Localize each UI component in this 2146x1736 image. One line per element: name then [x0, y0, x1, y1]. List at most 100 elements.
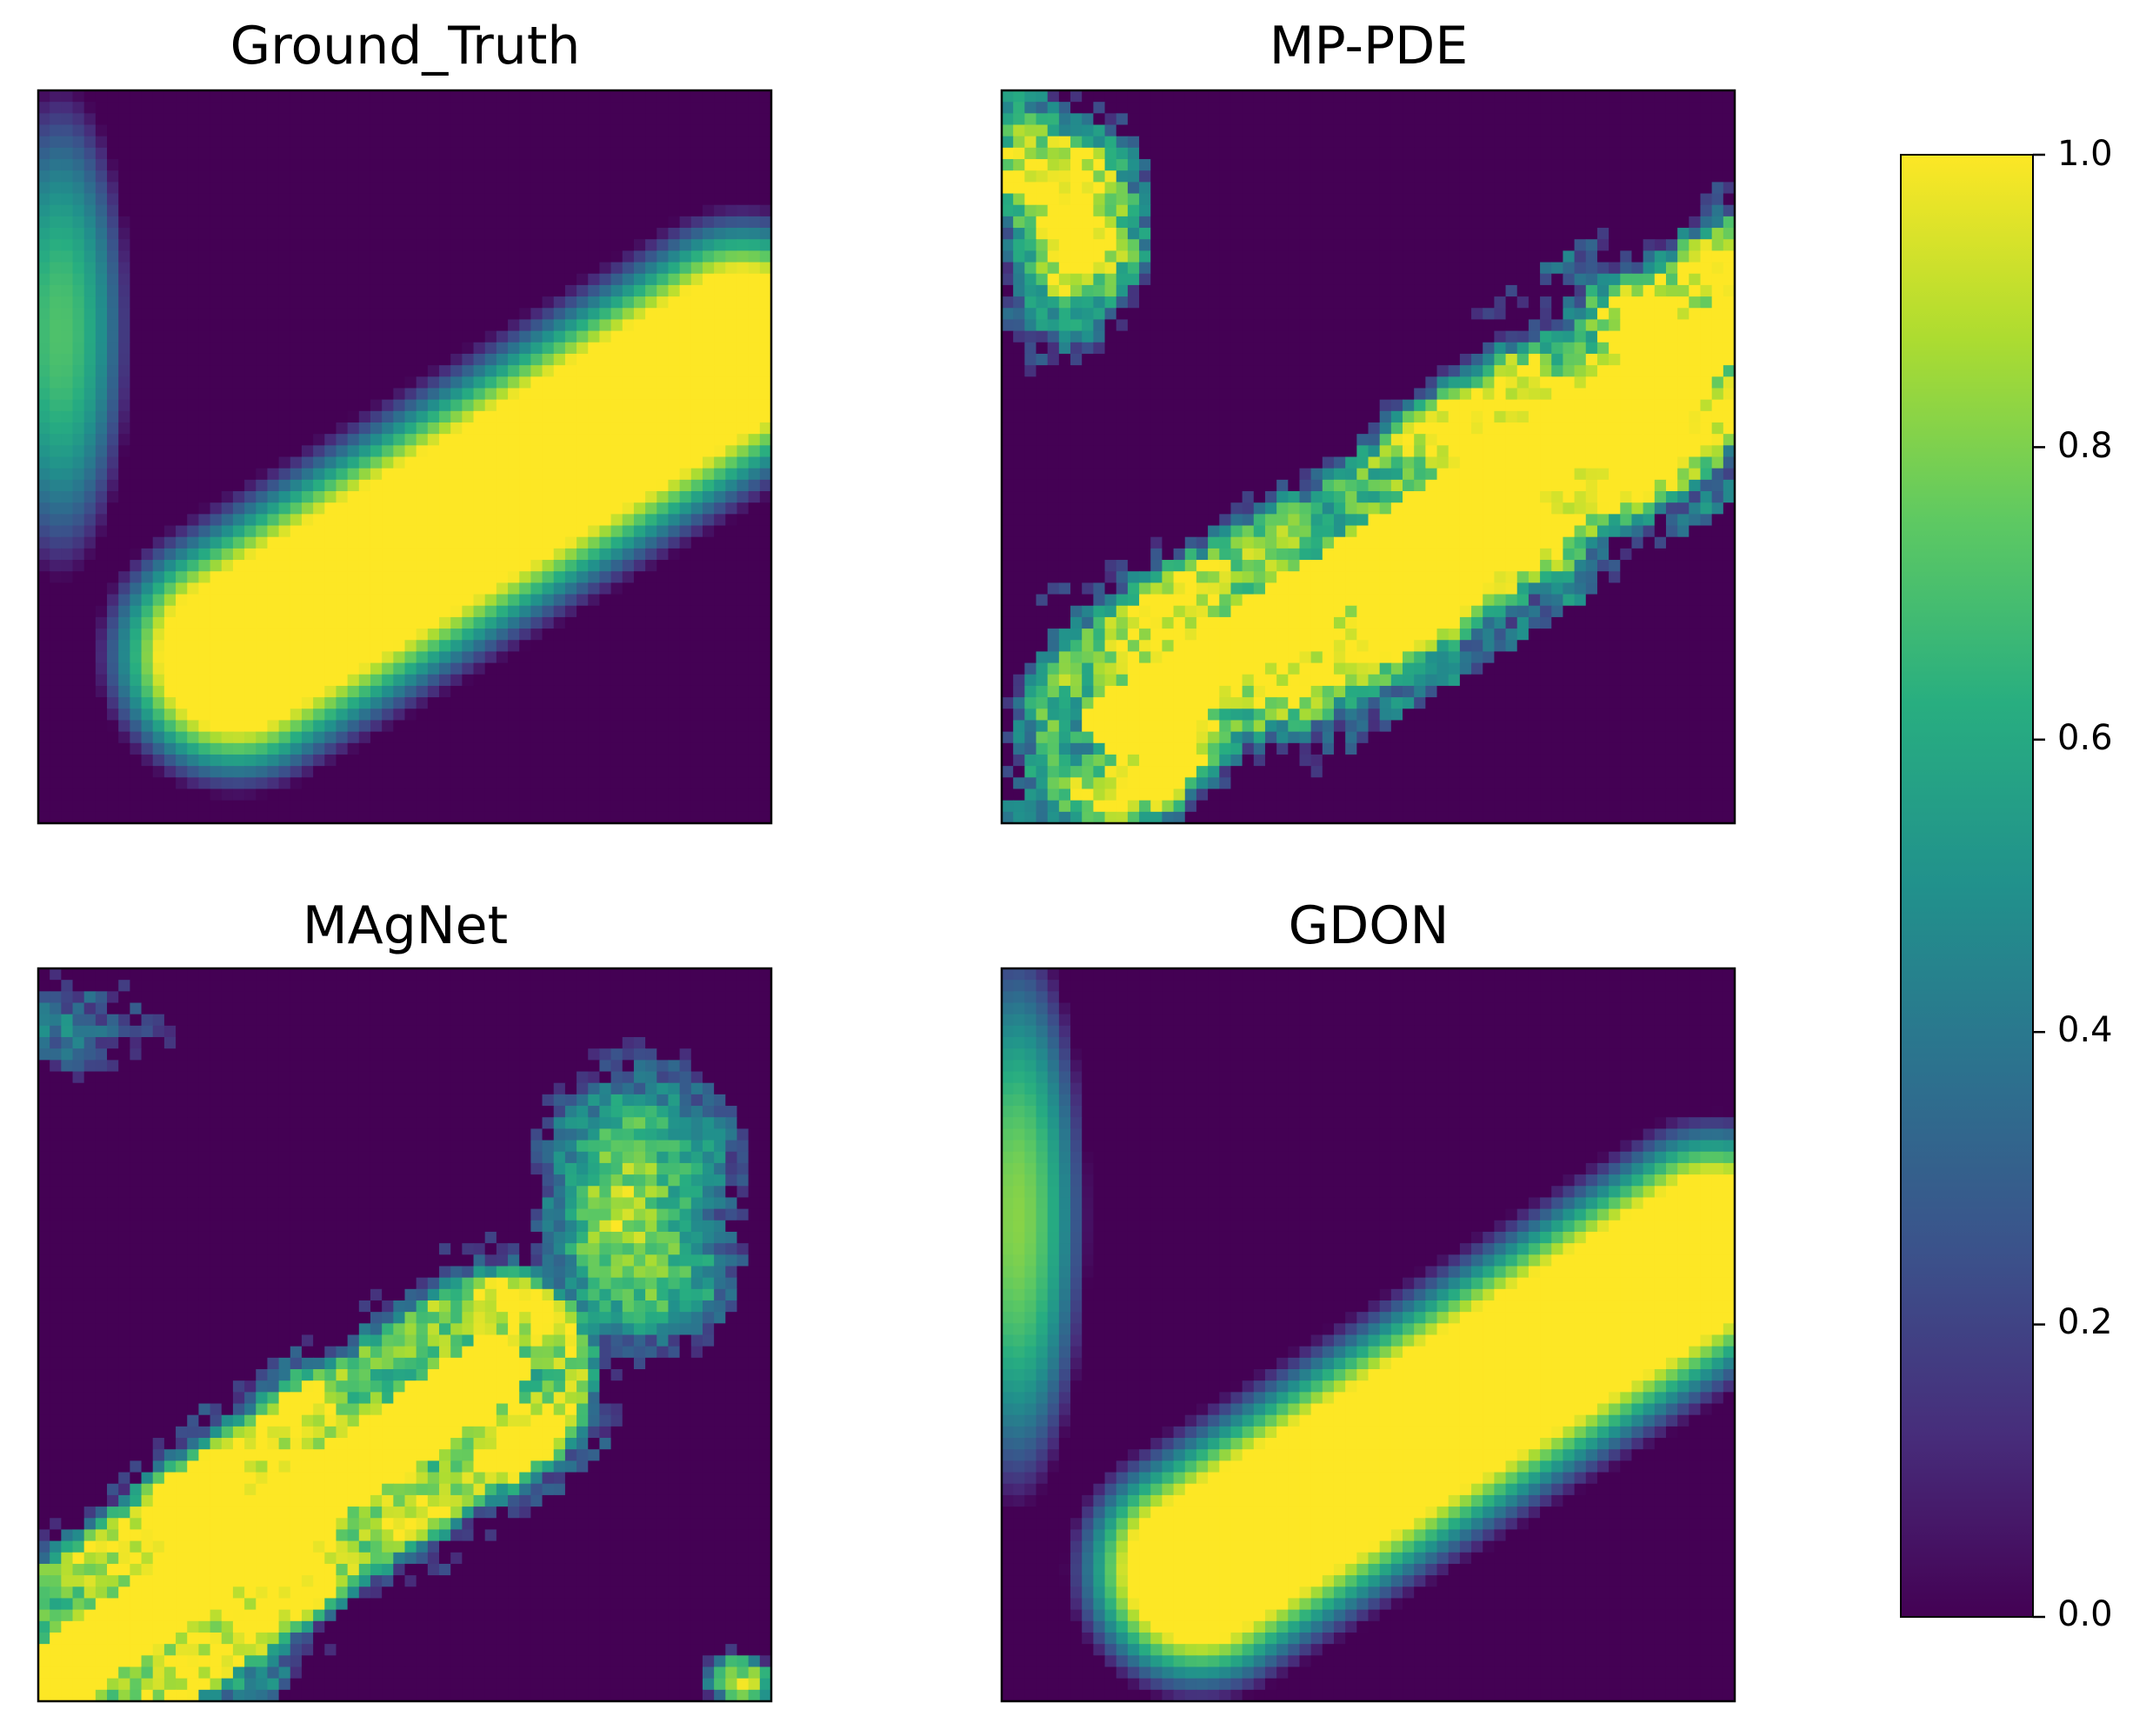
heatmap-cell — [588, 685, 601, 698]
heatmap-cell — [118, 731, 130, 744]
heatmap-cell — [370, 674, 383, 687]
heatmap-cell — [439, 560, 451, 572]
heatmap-cell — [530, 90, 543, 103]
heatmap-cell — [645, 640, 657, 653]
heatmap-cell — [542, 182, 555, 195]
heatmap-cell — [358, 170, 371, 183]
heatmap-cell — [610, 605, 623, 618]
heatmap-cell — [38, 113, 50, 126]
heatmap-cell — [1620, 239, 1633, 251]
heatmap-cell — [1643, 182, 1656, 195]
heatmap-cell — [107, 330, 119, 343]
heatmap-cell — [725, 456, 738, 469]
heatmap-cell — [267, 124, 280, 137]
heatmap-cell — [668, 685, 681, 698]
heatmap-cell — [176, 491, 188, 503]
heatmap-cell — [130, 594, 143, 607]
heatmap-cell — [1403, 182, 1415, 195]
heatmap-cell — [210, 605, 223, 618]
heatmap-cell — [38, 788, 50, 801]
heatmap-cell — [95, 113, 108, 126]
heatmap-cell — [210, 525, 223, 538]
heatmap-cell — [278, 811, 291, 824]
heatmap-cell — [336, 536, 349, 549]
heatmap-cell — [622, 147, 635, 160]
heatmap-cell — [564, 284, 577, 297]
heatmap-cell — [232, 330, 245, 343]
heatmap-cell — [679, 640, 692, 653]
heatmap-cell — [508, 342, 520, 355]
heatmap-cell — [439, 594, 451, 607]
heatmap-cell — [690, 410, 703, 423]
heatmap-cell — [404, 629, 417, 641]
heatmap-cell — [176, 330, 188, 343]
heatmap-cell — [564, 434, 577, 446]
heatmap-cell — [530, 742, 543, 755]
heatmap-cell — [484, 170, 497, 183]
heatmap-cell — [427, 102, 440, 114]
heatmap-cell — [347, 582, 360, 595]
heatmap-cell — [1654, 228, 1667, 240]
heatmap-cell — [1689, 124, 1702, 137]
heatmap-cell — [1574, 216, 1587, 229]
heatmap-cell — [1459, 193, 1472, 206]
heatmap-cell — [61, 136, 74, 149]
heatmap-cell — [152, 536, 165, 549]
heatmap-cell — [462, 697, 475, 709]
heatmap-cell — [152, 514, 165, 527]
heatmap-cell — [759, 788, 772, 801]
heatmap-cell — [278, 284, 291, 297]
heatmap-cell — [588, 193, 601, 206]
heatmap-cell — [416, 468, 429, 481]
heatmap-cell — [404, 811, 417, 824]
heatmap-cell — [599, 204, 612, 217]
heatmap-cell — [656, 296, 670, 309]
heatmap-cell — [1310, 90, 1323, 103]
heatmap-cell — [564, 605, 577, 618]
heatmap-cell — [748, 376, 761, 389]
heatmap-cell — [393, 388, 406, 401]
heatmap-cell — [370, 662, 383, 675]
heatmap-cell — [622, 502, 635, 515]
heatmap-cell — [1002, 113, 1014, 126]
heatmap-cell — [1665, 204, 1678, 217]
heatmap-cell — [702, 502, 715, 515]
heatmap-cell — [679, 788, 692, 801]
heatmap-cell — [564, 353, 577, 366]
heatmap-cell — [416, 582, 429, 595]
heatmap-cell — [72, 342, 85, 355]
heatmap-cell — [610, 262, 623, 275]
heatmap-cell — [645, 571, 657, 583]
heatmap-cell — [622, 182, 635, 195]
heatmap-cell — [599, 296, 612, 309]
heatmap-cell — [633, 147, 646, 160]
heatmap-cell — [736, 616, 750, 629]
heatmap-cell — [679, 479, 692, 492]
heatmap-cell — [645, 239, 657, 251]
heatmap-cell — [599, 376, 612, 389]
heatmap-cell — [1333, 239, 1346, 251]
heatmap-cell — [1002, 182, 1014, 195]
heatmap-cell — [508, 147, 520, 160]
heatmap-cell — [679, 170, 692, 183]
heatmap-cell — [519, 193, 531, 206]
heatmap-cell — [324, 308, 337, 321]
heatmap-cell — [163, 594, 177, 607]
heatmap-cell — [72, 605, 85, 618]
heatmap-cell — [530, 674, 543, 687]
heatmap-cell — [95, 284, 108, 297]
heatmap-cell — [1058, 170, 1071, 183]
heatmap-cell — [748, 629, 761, 641]
heatmap-cell — [484, 525, 497, 538]
heatmap-cell — [748, 113, 761, 126]
heatmap-cell — [519, 674, 531, 687]
heatmap-cell — [588, 629, 601, 641]
heatmap-cell — [1654, 170, 1667, 183]
heatmap-cell — [232, 262, 245, 275]
heatmap-cell — [141, 479, 154, 492]
heatmap-cell — [1494, 113, 1507, 126]
heatmap-cell — [759, 605, 772, 618]
heatmap-cell — [61, 250, 74, 263]
heatmap-cell — [748, 422, 761, 435]
heatmap-cell — [668, 399, 681, 412]
